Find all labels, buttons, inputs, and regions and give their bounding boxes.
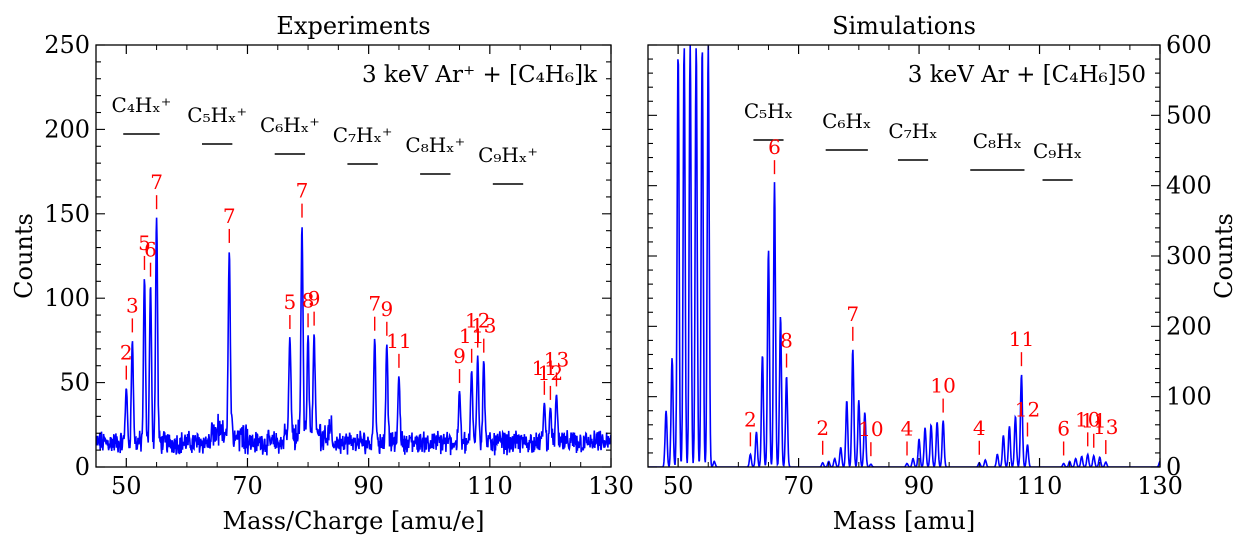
x-tick-label: 50 [663, 472, 694, 500]
y-tick-label: 100 [44, 284, 90, 312]
peak-label: 10 [1075, 407, 1100, 431]
panel-experiments: 50 70 90 110 130 0 50 100 150 200 250 Experiments Ma… [10, 12, 634, 535]
spectrum-line [648, 45, 1160, 467]
x-axis-label: Mass [amu] [833, 507, 975, 535]
chart-title: Simulations [832, 12, 976, 40]
peak-label: 7 [846, 302, 859, 326]
peak-label: 11 [1009, 327, 1034, 351]
x-tick-label: 130 [1137, 472, 1183, 500]
x-tick-label: 130 [588, 472, 634, 500]
peak-label: 9 [453, 344, 466, 368]
peak-label: 2 [816, 416, 829, 440]
peak-label: 11 [386, 329, 411, 353]
fragment-group-label: C₆Hₓ [822, 109, 871, 133]
y-tick-label: 50 [59, 369, 90, 397]
x-tick-label: 90 [353, 472, 384, 500]
plot-frame [95, 44, 612, 468]
y-axis-label: Counts [10, 213, 38, 299]
peak-label: 8 [780, 329, 793, 353]
peak-label: 13 [471, 314, 496, 338]
x-tick-label: 70 [232, 472, 263, 500]
peak-label: 5 [284, 290, 297, 314]
peak-label: 13 [1093, 415, 1118, 439]
fragment-group-label: C₅Hₓ⁺ [187, 103, 247, 127]
fragment-group-label: C₈Hₓ [973, 129, 1022, 153]
peak-label: 11 [532, 356, 557, 380]
peak-label: 8 [302, 288, 315, 312]
spectrum-line [96, 217, 611, 456]
peak-label: 4 [901, 416, 914, 440]
peak-label: 5 [138, 231, 151, 255]
peak-label: 9 [308, 287, 321, 311]
x-axis-label: Mass/Charge [amu/e] [223, 507, 485, 535]
peak-label: 6 [144, 238, 157, 262]
peak-label: 7 [223, 204, 236, 228]
peak-label: 12 [465, 309, 490, 333]
fragment-group-label: C₉Hₓ [1033, 139, 1082, 163]
fragment-group-label: C₉Hₓ⁺ [478, 143, 538, 167]
fragment-group-label: C₆Hₓ⁺ [260, 113, 320, 137]
peak-label: 4 [973, 416, 986, 440]
peak-label: 13 [544, 347, 569, 371]
chart-title: Experiments [276, 12, 430, 40]
y-tick-label: 200 [44, 115, 90, 143]
fragment-group-label: C₇Hₓ⁺ [333, 123, 393, 147]
y-tick-label: 600 [1166, 31, 1212, 59]
x-tick-label: 110 [467, 472, 513, 500]
y-tick-label: 0 [1166, 453, 1181, 481]
fragment-group-label: C₈Hₓ⁺ [405, 133, 465, 157]
panel-annotation: 3 keV Ar + [C₄H₆]50 [908, 62, 1146, 88]
peak-label: 12 [1015, 397, 1040, 421]
peak-label: 7 [368, 292, 381, 316]
fragment-group-label: C₅Hₓ [744, 99, 793, 123]
peak-label: 2 [744, 407, 757, 431]
peak-label: 7 [150, 170, 163, 194]
x-tick-label: 70 [783, 472, 814, 500]
x-tick-label: 110 [1017, 472, 1063, 500]
y-axis-label: Counts [1210, 213, 1238, 299]
y-tick-label: 0 [75, 453, 90, 481]
peak-label: 12 [538, 361, 563, 385]
y-tick-label: 500 [1166, 101, 1212, 129]
x-tick-label: 90 [904, 472, 935, 500]
y-tick-label: 200 [1166, 312, 1212, 340]
peak-label: 2 [120, 341, 133, 365]
peak-label: 3 [126, 293, 139, 317]
peak-label: 6 [1057, 416, 1070, 440]
peak-label: 10 [858, 417, 883, 441]
peak-label: 11 [459, 324, 484, 348]
y-tick-label: 300 [1166, 242, 1212, 270]
fragment-group-label: C₇Hₓ [888, 119, 937, 143]
fragment-group-label: C₄Hₓ⁺ [112, 93, 172, 117]
plot-frame [647, 44, 1161, 468]
peak-label: 11 [1081, 409, 1106, 433]
panel-annotation: 3 keV Ar⁺ + [C₄H₆]k [362, 62, 598, 88]
x-tick-label: 50 [111, 472, 142, 500]
y-tick-label: 100 [1166, 383, 1212, 411]
y-tick-label: 400 [1166, 172, 1212, 200]
peak-label: 10 [930, 374, 955, 398]
peak-label: 9 [380, 297, 393, 321]
peak-label: 6 [768, 135, 781, 159]
peak-label: 7 [296, 179, 309, 203]
y-tick-label: 250 [44, 31, 90, 59]
y-tick-label: 150 [44, 200, 90, 228]
